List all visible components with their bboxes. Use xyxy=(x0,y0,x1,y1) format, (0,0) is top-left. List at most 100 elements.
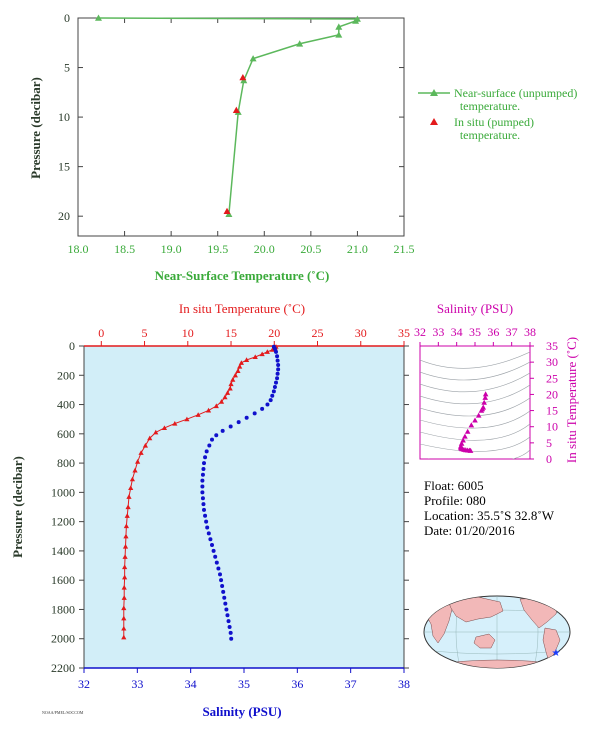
temperature-point xyxy=(123,523,129,529)
temperature-point xyxy=(237,363,243,369)
near-surface-point xyxy=(352,17,360,24)
near-surface-y-tick-label: 15 xyxy=(58,160,70,174)
ts-temperature-tick-label: 15 xyxy=(546,404,558,418)
temperature-tick-label: 25 xyxy=(312,326,324,340)
temperature-point xyxy=(121,605,127,611)
profile-number: Profile: 080 xyxy=(424,493,486,508)
salinity-tick-label: 34 xyxy=(185,677,197,691)
temperature-point xyxy=(264,349,270,354)
legend-in-situ-label-line1: In situ (pumped) xyxy=(454,115,534,129)
temperature-point xyxy=(252,354,258,360)
ts-diagram: 32 33 34 35 36 37 38 0 5 10 15 20 25 30 35 Salinity (… xyxy=(414,301,579,466)
temperature-point xyxy=(128,485,134,491)
ts-point xyxy=(475,412,482,418)
salinity-point xyxy=(204,449,209,454)
salinity-point xyxy=(202,461,206,466)
temperature-tick-label: 10 xyxy=(182,326,194,340)
legend-near-surface-label-line2: temperature. xyxy=(460,99,520,113)
salinity-point xyxy=(265,402,270,407)
temperature-axis-ticks: 0 5 10 15 20 25 30 35 xyxy=(98,326,410,346)
ts-salinity-title: Salinity (PSU) xyxy=(437,301,513,316)
ts-plot-area xyxy=(419,345,531,460)
pressure-tick-label: 1200 xyxy=(51,515,75,529)
pressure-tick-label: 600 xyxy=(57,427,75,441)
temperature-tick-label: 0 xyxy=(98,326,104,340)
salinity-axis-label: Salinity (PSU) xyxy=(202,704,281,719)
temperature-point xyxy=(121,584,127,590)
salinity-point xyxy=(214,433,219,438)
salinity-point xyxy=(270,393,275,398)
temperature-tick-label: 30 xyxy=(355,326,367,340)
salinity-point xyxy=(200,472,205,477)
temperature-point xyxy=(135,459,141,464)
ts-salinity-tick-label: 34 xyxy=(451,325,463,339)
pressure-tick-label: 2200 xyxy=(51,661,75,675)
salinity-point xyxy=(260,406,265,411)
ts-temperature-tick-label: 25 xyxy=(546,371,558,385)
salinity-point xyxy=(272,384,277,389)
temperature-point xyxy=(123,533,129,539)
temperature-point xyxy=(235,368,241,373)
pressure-tick-label: 1400 xyxy=(51,544,75,558)
in-situ-point xyxy=(232,106,240,113)
salinity-point xyxy=(274,349,278,354)
salinity-point xyxy=(207,443,212,448)
salinity-point xyxy=(223,601,228,606)
map-asia xyxy=(446,596,504,623)
temperature-point xyxy=(125,504,131,510)
salinity-point xyxy=(220,584,225,589)
near-surface-y-axis-label: Pressure (decibar) xyxy=(28,77,43,179)
salinity-point xyxy=(201,502,206,507)
near-surface-x-axis-label: Near-Surface Temperature (˚C) xyxy=(155,268,330,283)
temperature-point xyxy=(126,494,132,499)
in-situ-point xyxy=(223,207,231,215)
salinity-point xyxy=(225,613,230,618)
salinity-point xyxy=(216,566,221,571)
near-surface-y-tick-label: 10 xyxy=(58,110,70,124)
salinity-point xyxy=(203,455,208,460)
salinity-point xyxy=(220,428,225,433)
pressure-tick-label: 0 xyxy=(69,339,75,353)
temperature-tick-label: 5 xyxy=(142,326,148,340)
temperature-point xyxy=(213,403,219,409)
ts-salinity-tick-label: 35 xyxy=(469,325,481,339)
ts-salinity-tick-label: 33 xyxy=(432,325,444,339)
ts-point xyxy=(464,428,471,434)
near-surface-x-tick-label: 20.5 xyxy=(300,242,321,256)
salinity-point xyxy=(210,437,214,442)
temperature-point xyxy=(222,394,228,400)
salinity-tick-label: 37 xyxy=(345,677,357,691)
ts-point xyxy=(458,440,465,446)
salinity-point xyxy=(204,519,209,524)
temperature-point xyxy=(195,412,201,417)
ts-point xyxy=(481,399,487,405)
salinity-point xyxy=(229,636,234,641)
ts-temperature-tick-label: 10 xyxy=(546,420,558,434)
ts-salinity-tick-label: 37 xyxy=(506,325,518,339)
near-surface-plot-frame xyxy=(77,17,405,237)
near-surface-y-tick-label: 0 xyxy=(64,11,70,25)
near-surface-x-tick-label: 18.5 xyxy=(114,242,135,256)
near-surface-point xyxy=(335,31,343,38)
temperature-point xyxy=(121,615,127,621)
map-australia xyxy=(473,633,496,649)
temperature-point xyxy=(132,467,138,473)
salinity-point xyxy=(214,560,219,565)
salinity-point xyxy=(221,589,226,594)
legend-near-surface-label-line1: Near-surface (unpumped) xyxy=(454,86,577,100)
temperature-axis-label: In situ Temperature (˚C) xyxy=(179,301,305,316)
salinity-point xyxy=(222,595,227,600)
float-position-star: ★ xyxy=(552,648,561,659)
near-surface-x-tick-label: 19.5 xyxy=(207,242,228,256)
salinity-tick-label: 35 xyxy=(238,677,250,691)
salinity-point xyxy=(208,537,213,542)
ts-point xyxy=(462,433,468,439)
ts-salinity-tick-label: 32 xyxy=(414,325,426,339)
temperature-point xyxy=(153,429,159,435)
float-location: Location: 35.5˚S 32.8˚W xyxy=(424,508,555,523)
profile-plot-area xyxy=(84,346,404,668)
pressure-tick-label: 2000 xyxy=(51,632,75,646)
ts-salinity-tick-label: 36 xyxy=(487,325,499,339)
salinity-point xyxy=(202,507,206,512)
